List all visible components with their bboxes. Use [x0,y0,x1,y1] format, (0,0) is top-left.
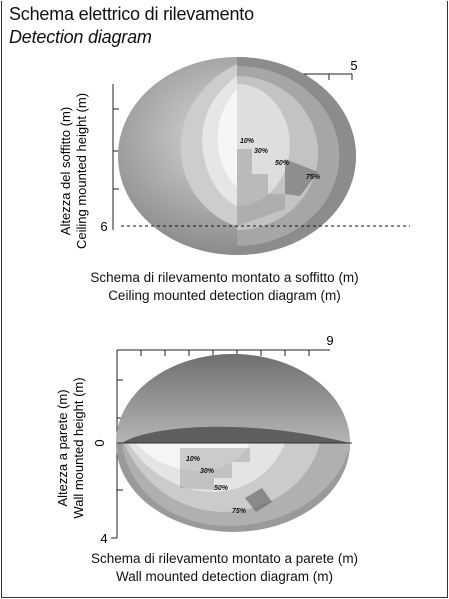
wall-caption-it: Schema di rilevamento montato a parete (… [90,551,359,566]
page-title: Schema elettrico di rilevamento [9,4,254,24]
wall-ylabel-en: Wall mounted height (m) [71,377,86,518]
ceiling-left-ticks [113,108,119,190]
ceiling-tick-6: 6 [100,219,107,234]
wall-zone-label-30: 30% [200,468,215,475]
ceiling-ylabel-en: Ceiling mounted height (m) [74,93,89,249]
ceiling-step-dark [285,159,318,196]
wall-zone-bottom-light [135,443,250,471]
page-subtitle: Detection diagram [9,27,152,47]
wall-diagram-panel: Altezza a parete (m) Wall mounted height… [0,330,449,550]
ceiling-zone-label-75: 75% [306,174,321,181]
ceiling-diagram-panel: Altezza del soffitto (m) Ceiling mounted… [0,54,449,279]
wall-ylabel-it: Altezza a parete (m) [55,389,70,506]
wall-step-dark [245,488,272,512]
wall-zone-label-75: 75% [232,508,247,515]
ceiling-caption-en: Ceiling mounted detection diagram (m) [108,288,341,303]
wall-tick-4: 4 [100,531,107,545]
wall-top-ticks [140,350,310,356]
wall-diagram: Altezza a parete (m) Wall mounted height… [55,333,352,546]
ceiling-zone-label-10: 10% [240,138,255,145]
ceiling-zone-label-30: 30% [254,148,269,155]
ceiling-caption-it: Schema di rilevamento montato a soffitto… [90,270,359,285]
ceiling-zone-left-core [217,89,237,186]
wall-tick-9: 9 [326,333,333,348]
ceiling-diagram: Altezza del soffitto (m) Ceiling mounted… [58,57,410,255]
ceiling-ylabel-it: Altezza del soffitto (m) [58,107,73,235]
wall-tick-0: 0 [92,439,107,446]
wall-zone-label-50: 50% [214,485,229,492]
wall-zone-label-10: 10% [186,456,201,463]
ceiling-zone-label-50: 50% [275,160,290,167]
ceiling-tick-5: 5 [350,58,357,73]
wall-step-shadow [180,448,250,490]
wall-zone-top [116,354,350,443]
wall-caption-en: Wall mounted detection diagram (m) [115,569,334,584]
wall-zone-top-band [122,426,350,443]
ceiling-step-shadow [237,149,285,226]
